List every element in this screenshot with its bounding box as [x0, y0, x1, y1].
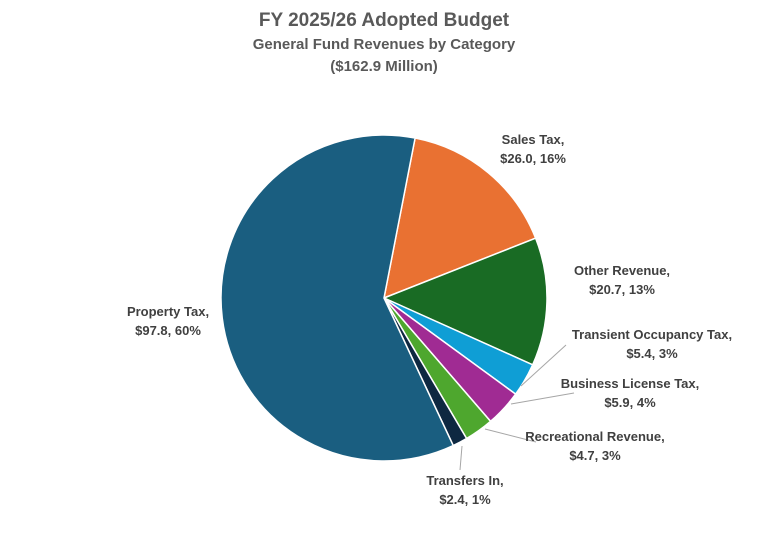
data-label: Sales Tax,: [502, 132, 565, 147]
chart-subtitle: General Fund Revenues by Category: [252, 36, 516, 53]
pie-slice-sales-tax: [383, 137, 537, 300]
data-label: Property Tax,: [127, 304, 209, 319]
data-label: $2.4, 1%: [439, 492, 491, 507]
leader-line: [459, 445, 463, 471]
data-label: Other Revenue,: [574, 263, 670, 278]
data-label: $26.0, 16%: [500, 151, 566, 166]
data-label: Business License Tax,: [561, 376, 700, 391]
data-label: $97.8, 60%: [135, 323, 201, 338]
chart-total: ($162.9 Million): [330, 58, 438, 75]
pie-slice-property-tax: [220, 134, 455, 462]
data-label: $4.7, 3%: [569, 448, 621, 463]
data-label: Transfers In,: [426, 473, 503, 488]
leader-line: [510, 392, 575, 405]
leader-line: [520, 344, 567, 387]
data-label: $5.4, 3%: [626, 346, 678, 361]
leader-line: [484, 428, 537, 443]
data-label: Transient Occupancy Tax,: [572, 327, 732, 342]
data-label: $20.7, 13%: [589, 282, 655, 297]
chart-title: FY 2025/26 Adopted Budget: [258, 10, 510, 31]
data-label: Recreational Revenue,: [525, 429, 664, 444]
data-label: $5.9, 4%: [604, 395, 656, 410]
pie-slice-other-revenue: [382, 237, 548, 366]
